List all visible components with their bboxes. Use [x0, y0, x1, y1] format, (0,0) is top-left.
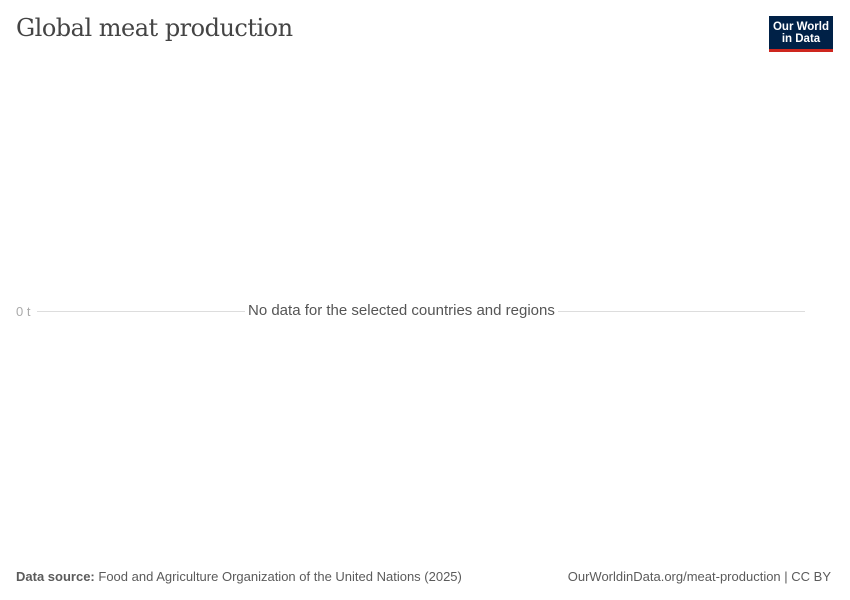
data-source-text[interactable]: Food and Agriculture Organization of the…	[98, 569, 462, 584]
owid-logo[interactable]: Our World in Data	[769, 16, 833, 52]
data-source-label: Data source:	[16, 569, 95, 584]
chart-title: Global meat production	[16, 14, 293, 42]
data-source: Data source: Food and Agriculture Organi…	[16, 569, 462, 584]
y-tick-label: 0 t	[16, 304, 31, 319]
no-data-message: No data for the selected countries and r…	[245, 302, 558, 319]
chart-url[interactable]: OurWorldinData.org/meat-production | CC …	[567, 569, 831, 584]
